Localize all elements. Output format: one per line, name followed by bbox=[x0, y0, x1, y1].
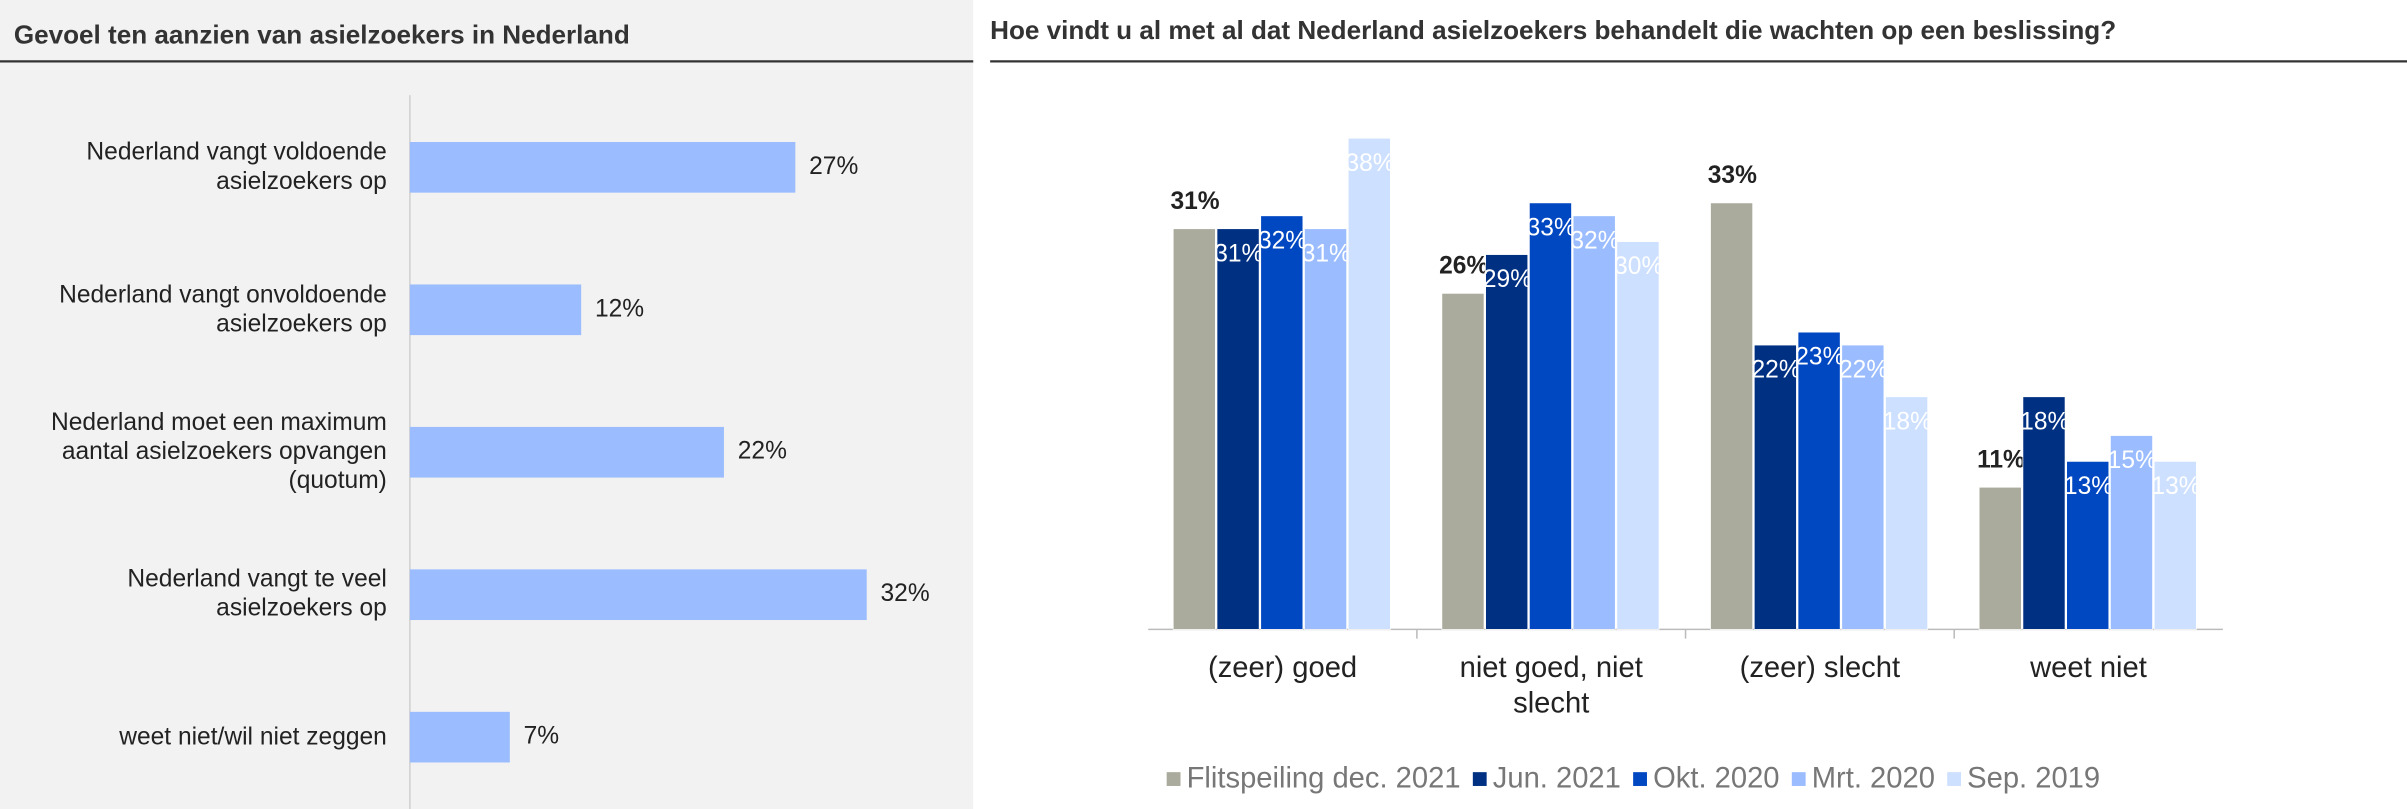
bar bbox=[2022, 396, 2066, 630]
value-label: 31% bbox=[1171, 188, 1220, 215]
legend-swatch bbox=[1472, 772, 1487, 786]
value-label: 13% bbox=[2064, 473, 2113, 500]
value-label: 32% bbox=[1570, 227, 1619, 254]
bar bbox=[1260, 215, 1304, 630]
value-label: 32% bbox=[1258, 227, 1307, 254]
x-tick-label: niet goed, niet slecht bbox=[1459, 652, 1643, 720]
value-label: 23% bbox=[1795, 344, 1844, 371]
bar bbox=[409, 141, 796, 193]
bar bbox=[1347, 137, 1391, 630]
value-label: 15% bbox=[2108, 447, 2157, 474]
value-label: 13% bbox=[2151, 473, 2200, 500]
value-label: 38% bbox=[1346, 150, 1395, 177]
bar bbox=[409, 711, 510, 763]
bar bbox=[1616, 241, 1660, 630]
legend-label: Flitspeiling dec. 2021 bbox=[1187, 763, 1461, 795]
bar bbox=[2153, 460, 2197, 630]
category-label: Nederland vangt voldoende asielzoekers o… bbox=[86, 139, 387, 195]
bar bbox=[1710, 202, 1754, 630]
bar bbox=[1885, 396, 1929, 630]
legend-swatch bbox=[1633, 772, 1647, 786]
value-label: 18% bbox=[2020, 408, 2069, 435]
value-label: 18% bbox=[1883, 408, 1932, 435]
value-label: 32% bbox=[881, 580, 930, 607]
legend-label: Sep. 2019 bbox=[1967, 763, 2100, 795]
bar bbox=[2109, 435, 2153, 630]
bar bbox=[1441, 292, 1485, 630]
value-label: 22% bbox=[1839, 357, 1888, 384]
value-label: 29% bbox=[1483, 266, 1532, 293]
bar bbox=[2066, 460, 2110, 630]
category-label: Nederland moet een maximum aantal asielz… bbox=[51, 410, 387, 495]
bar bbox=[1841, 344, 1885, 630]
left-panel bbox=[0, 0, 974, 809]
value-label: 26% bbox=[1439, 253, 1488, 280]
value-label: 7% bbox=[524, 723, 559, 750]
bar bbox=[1485, 254, 1529, 630]
x-tick-label: weet niet bbox=[2030, 652, 2147, 685]
value-label: 22% bbox=[1752, 357, 1801, 384]
value-label: 11% bbox=[1977, 447, 2025, 474]
legend-swatch bbox=[1166, 772, 1181, 786]
value-label: 30% bbox=[1614, 253, 1663, 280]
bar bbox=[1978, 486, 2022, 630]
bar bbox=[1572, 215, 1616, 630]
value-label: 33% bbox=[1527, 214, 1576, 241]
value-label: 12% bbox=[595, 295, 644, 322]
category-label: Nederland vangt te veel asielzoekers op bbox=[127, 567, 387, 623]
bar bbox=[409, 284, 582, 336]
legend-swatch bbox=[1791, 772, 1806, 786]
chart-title: Gevoel ten aanzien van asielzoekers in N… bbox=[14, 20, 630, 50]
bar bbox=[1797, 331, 1841, 630]
bar bbox=[1172, 228, 1216, 630]
value-label: 22% bbox=[738, 438, 787, 465]
bar bbox=[1216, 228, 1260, 630]
legend-label: Mrt. 2020 bbox=[1812, 763, 1935, 795]
x-tick-label: (zeer) slecht bbox=[1739, 652, 1901, 685]
x-tick-label: (zeer) goed bbox=[1207, 652, 1358, 685]
legend-label: Jun. 2021 bbox=[1493, 763, 1621, 795]
bar bbox=[409, 426, 724, 478]
legend-swatch bbox=[1947, 772, 1962, 786]
value-label: 33% bbox=[1708, 162, 1757, 189]
chart-title: Hoe vindt u al met al dat Nederland asie… bbox=[990, 15, 2116, 45]
bar bbox=[1304, 228, 1348, 630]
value-label: 27% bbox=[809, 153, 858, 180]
bar bbox=[1753, 344, 1797, 630]
category-label: Nederland vangt onvoldoende asielzoekers… bbox=[59, 282, 387, 338]
legend-label: Okt. 2020 bbox=[1653, 763, 1779, 795]
bar bbox=[409, 569, 867, 621]
value-label: 31% bbox=[1302, 240, 1351, 267]
bar bbox=[1528, 202, 1572, 630]
value-label: 31% bbox=[1214, 240, 1263, 267]
category-label: weet niet/wil niet zeggen bbox=[119, 724, 387, 751]
